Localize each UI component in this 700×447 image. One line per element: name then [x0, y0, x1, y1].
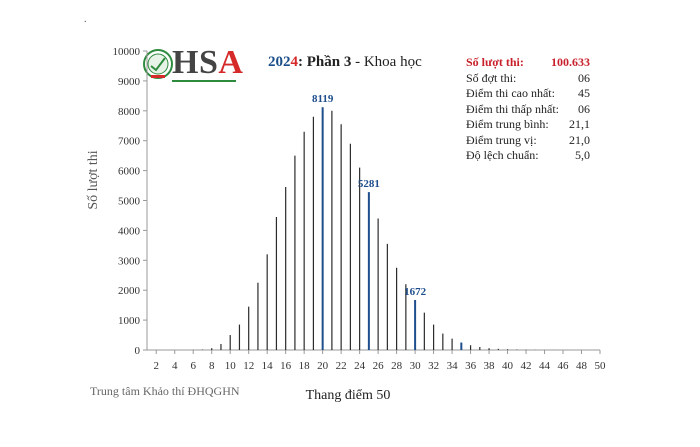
x-tick-label: 30: [410, 360, 422, 372]
x-axis-title: Thang điểm 50: [306, 388, 391, 403]
corner-dot: .: [84, 14, 87, 25]
hsa-logo-icon: [143, 49, 173, 79]
title-sep: :: [298, 54, 307, 70]
x-tick-label: 32: [428, 360, 439, 372]
y-tick-label: 9000: [118, 76, 141, 88]
x-tick-label: 24: [354, 360, 366, 372]
title-year-b: 4: [290, 54, 299, 70]
stat-label: Điểm thi thấp nhất:: [466, 101, 559, 116]
title-year-a: 202: [268, 54, 291, 70]
stat-row: Độ lệch chuẩn: 5,0: [466, 148, 590, 164]
y-tick-label: 10000: [113, 46, 141, 58]
x-tick-label: 50: [595, 360, 607, 372]
stat-total-label: Số lượt thi:: [466, 55, 524, 69]
y-tick-label: 6000: [118, 166, 141, 178]
stat-row: Điểm trung vị: 21,0: [466, 133, 590, 149]
footer-source: Trung tâm Khảo thí ĐHQGHN: [90, 384, 240, 398]
stat-value: 06: [578, 101, 590, 116]
x-tick-label: 26: [373, 360, 385, 372]
stat-label: Điểm trung bình:: [466, 117, 549, 131]
y-tick-label: 3000: [118, 255, 141, 267]
data-label-25: 5281: [358, 178, 380, 190]
y-tick-label: 0: [135, 345, 141, 357]
y-tick-label: 8000: [118, 106, 141, 118]
stat-row: Số đợt thi: 06: [466, 71, 590, 87]
stat-value: 21,0: [569, 132, 590, 147]
title-rest: - Khoa học: [351, 54, 422, 70]
x-tick-label: 28: [391, 360, 403, 372]
stat-value: 21,1: [569, 117, 590, 131]
stat-total-value: 100.633: [551, 55, 590, 69]
title-part: Phần 3: [306, 54, 352, 70]
x-tick-label: 20: [317, 360, 329, 372]
x-tick-label: 12: [243, 360, 254, 372]
y-axis-title: Số lượt thi: [86, 150, 101, 209]
stat-value: 45: [578, 86, 590, 100]
x-tick-label: 4: [172, 360, 178, 372]
y-tick-label: 2000: [118, 285, 141, 297]
x-tick-label: 40: [502, 360, 514, 372]
x-tick-label: 16: [280, 360, 292, 372]
y-tick-label: 4000: [118, 225, 141, 237]
x-tick-label: 38: [484, 360, 496, 372]
stat-row: Điểm thi thấp nhất: 06: [466, 102, 590, 118]
stat-label: Điểm trung vị:: [466, 132, 537, 147]
logo-text-hs: HS: [172, 44, 219, 81]
stat-total: Số lượt thi: 100.633: [466, 55, 590, 71]
x-tick-label: 10: [225, 360, 237, 372]
x-tick-label: 44: [539, 360, 551, 372]
logo-text-a: A: [218, 44, 244, 81]
x-tick-label: 48: [576, 360, 588, 372]
x-tick-label: 22: [336, 360, 347, 372]
x-tick-label: 2: [153, 360, 159, 372]
y-tick-label: 5000: [118, 196, 141, 208]
x-tick-label: 18: [299, 360, 311, 372]
stat-row: Điểm trung bình: 21,1: [466, 117, 590, 133]
stat-value: 5,0: [575, 148, 590, 162]
x-tick-label: 36: [465, 360, 477, 372]
x-tick-label: 8: [209, 360, 215, 372]
x-tick-label: 46: [558, 360, 570, 372]
x-tick-label: 42: [521, 360, 532, 372]
hsa-logo-text: HSA: [172, 44, 243, 82]
stats-box: Số lượt thi: 100.633 Số đợt thi: 06 Điểm …: [466, 55, 590, 164]
chart-title: 2024: Phần 3 - Khoa học: [268, 54, 422, 71]
x-tick-label: 14: [262, 360, 274, 372]
stat-row: Điểm thi cao nhất: 45: [466, 86, 590, 102]
x-tick-label: 6: [190, 360, 196, 372]
y-tick-label: 1000: [118, 315, 141, 327]
stat-label: Số đợt thi:: [466, 70, 517, 85]
data-label-30: 1672: [404, 286, 427, 298]
data-label-20: 8119: [312, 93, 334, 105]
x-tick-label: 34: [447, 360, 459, 372]
stat-value: 06: [578, 70, 590, 85]
y-tick-label: 7000: [118, 136, 141, 148]
stat-label: Điểm thi cao nhất:: [466, 86, 555, 100]
stat-label: Độ lệch chuẩn:: [466, 148, 539, 162]
